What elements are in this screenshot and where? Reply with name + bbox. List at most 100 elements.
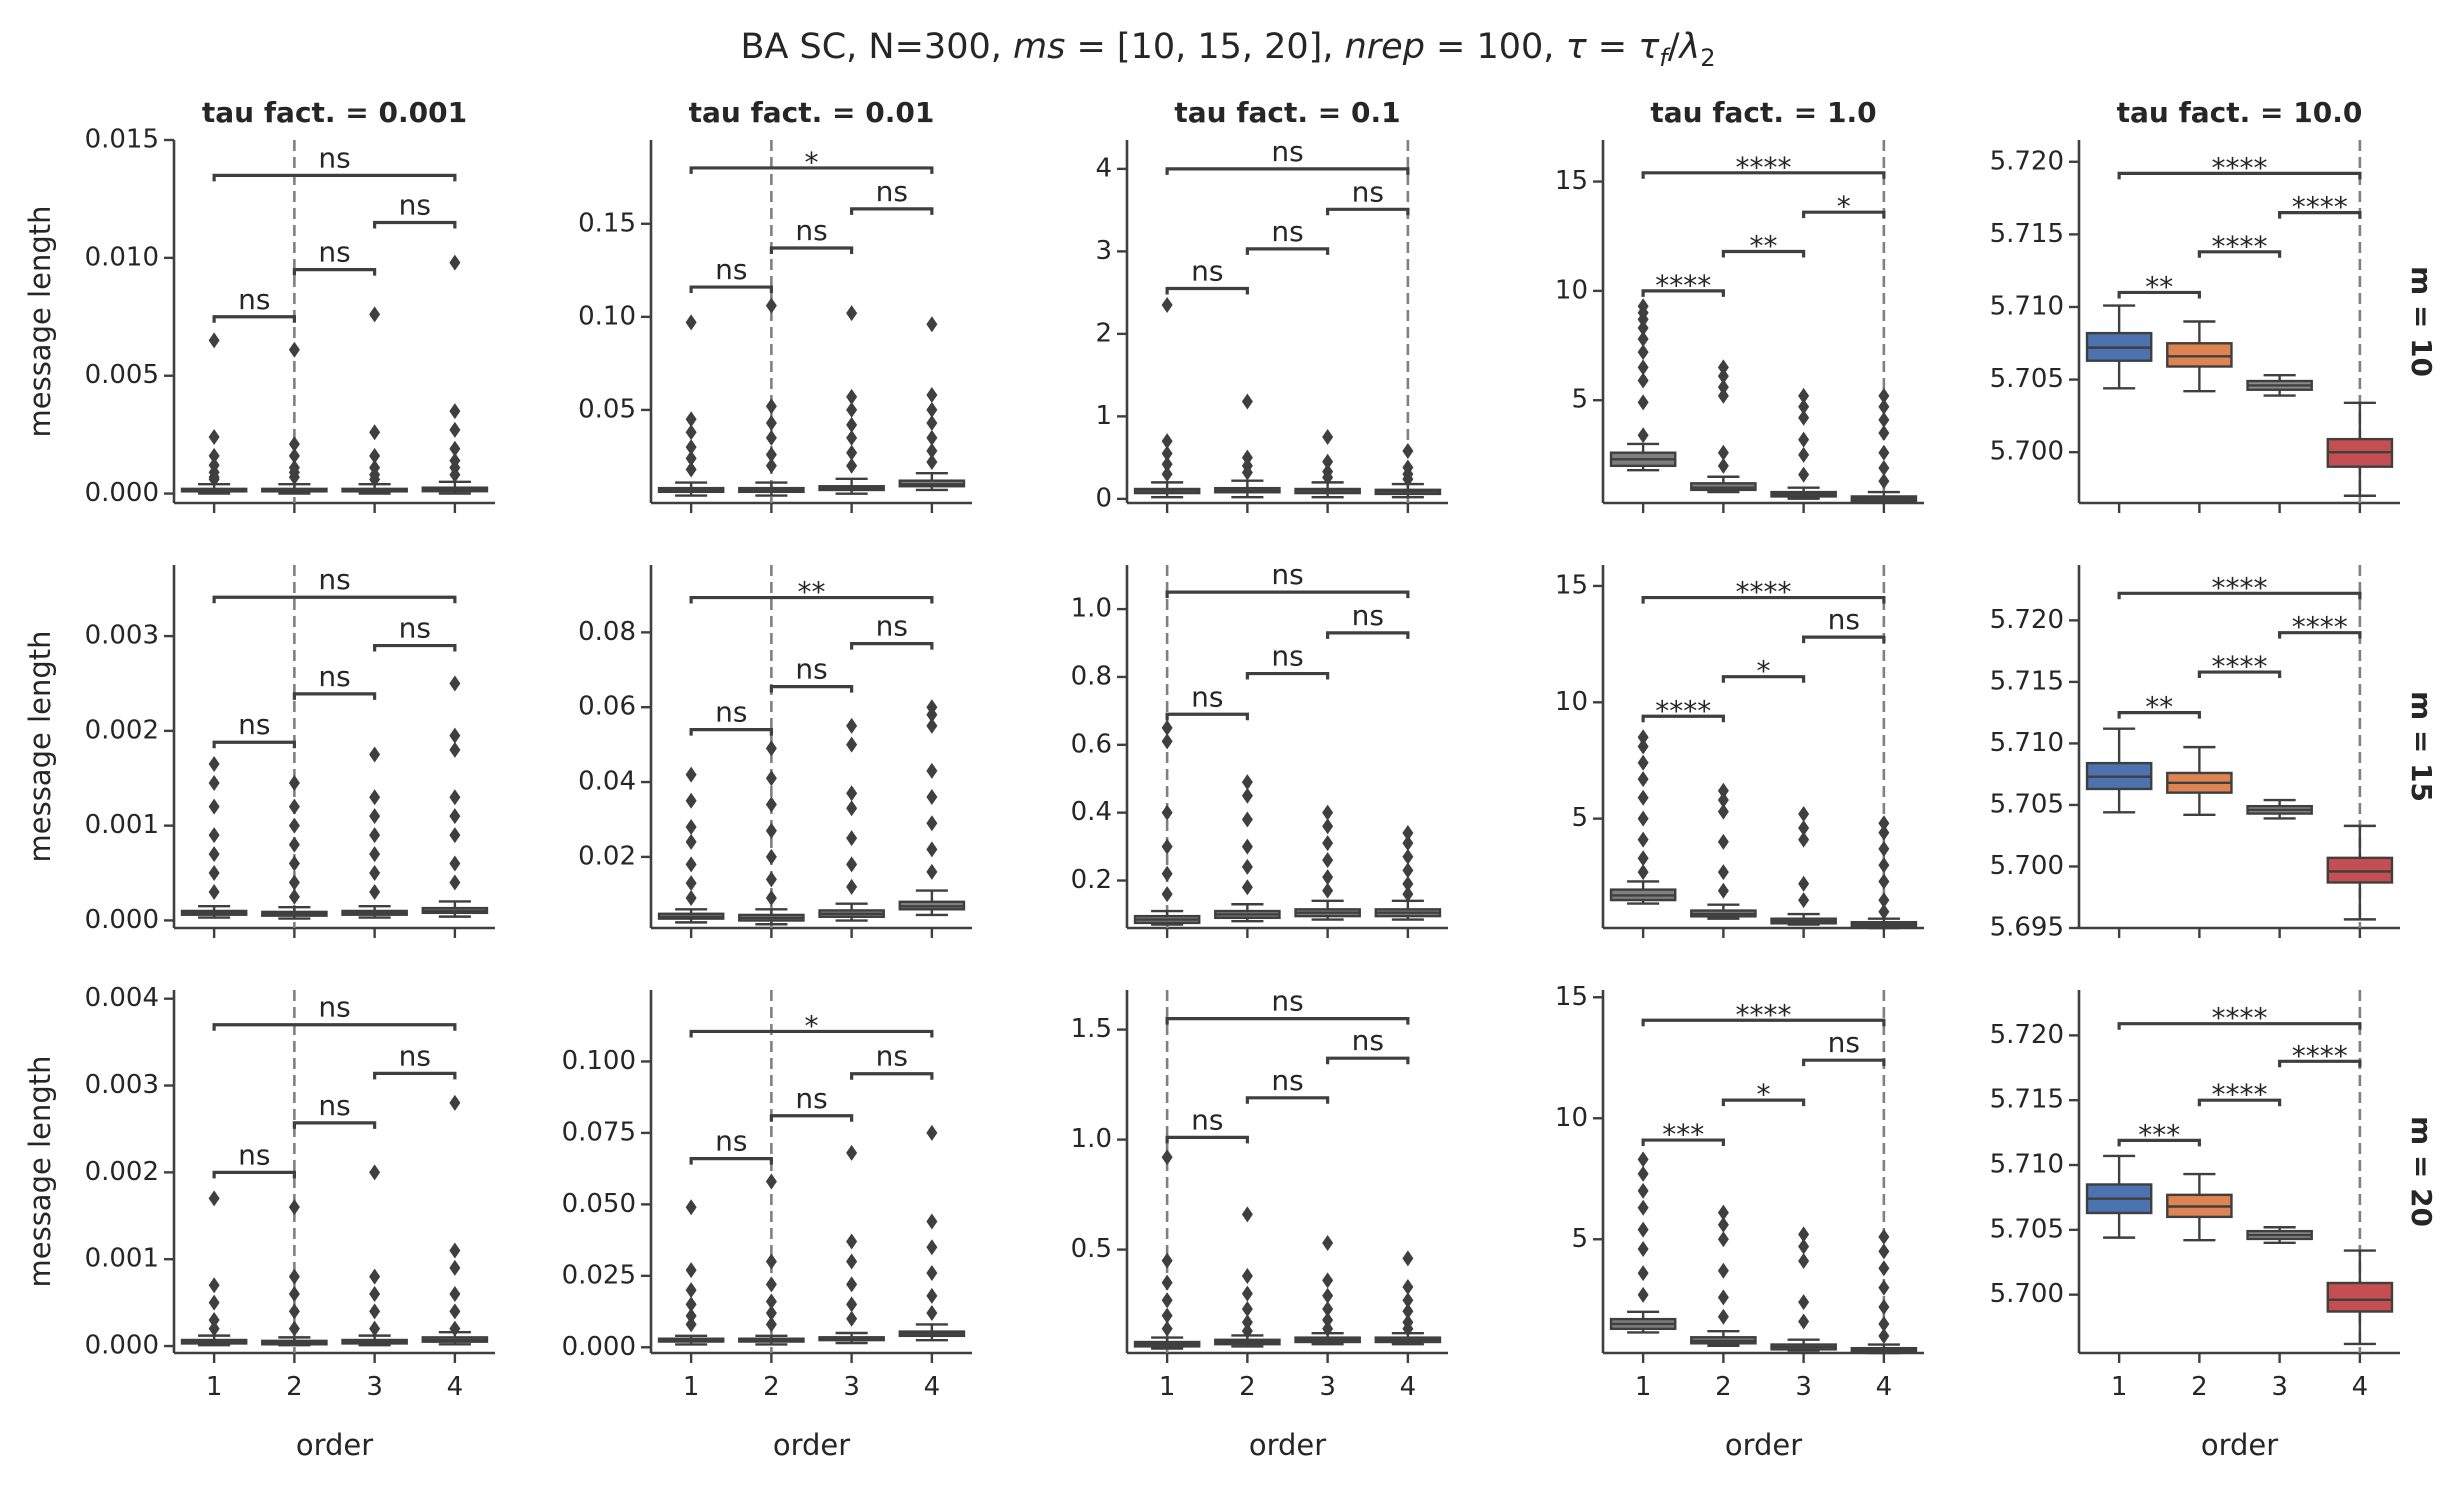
outlier-marker bbox=[846, 1276, 858, 1293]
outlier-marker bbox=[765, 1276, 777, 1293]
significance-label: ns bbox=[1271, 558, 1303, 591]
figure-title: BA SC, N=300, ms = [10, 15, 20], nrep = … bbox=[740, 27, 1715, 72]
y-tick-label: 15 bbox=[1555, 166, 1588, 196]
panel: 0.02 0.04 0.06 0.08 ns ns ns ** bbox=[578, 565, 972, 938]
box-order-1 bbox=[1609, 1151, 1677, 1334]
outlier-marker bbox=[1637, 1221, 1649, 1238]
outlier-marker bbox=[1402, 1303, 1414, 1320]
outlier-marker bbox=[765, 1253, 777, 1270]
bracket-line bbox=[373, 1071, 457, 1080]
outlier-marker bbox=[1798, 892, 1810, 909]
outlier-marker bbox=[685, 856, 697, 873]
significance-bracket: **** bbox=[2117, 151, 2362, 184]
title-part: BA SC, N=300, bbox=[740, 27, 1013, 67]
x-tick-label: 3 bbox=[2271, 1372, 2288, 1402]
box-order-2 bbox=[2166, 745, 2233, 816]
outlier-marker bbox=[1717, 1204, 1729, 1221]
outlier-marker bbox=[1241, 1285, 1253, 1302]
significance-label: **** bbox=[2212, 230, 2268, 263]
significance-bracket: ns bbox=[1326, 1024, 1410, 1065]
outlier-marker bbox=[1402, 1320, 1414, 1337]
y-tick-label: 1.0 bbox=[1071, 594, 1112, 624]
y-tick-label: 5.705 bbox=[1990, 789, 2064, 819]
bracket-line bbox=[1721, 675, 1806, 683]
significance-label: **** bbox=[1736, 576, 1792, 609]
significance-bracket: ns bbox=[1165, 558, 1410, 599]
outlier-marker bbox=[685, 424, 697, 441]
outlier-marker bbox=[926, 387, 938, 404]
outlier-marker bbox=[1241, 1206, 1253, 1223]
outlier-marker bbox=[1161, 466, 1173, 483]
outlier-marker bbox=[765, 414, 777, 431]
outlier-marker bbox=[846, 856, 858, 873]
outlier-marker bbox=[1402, 1292, 1414, 1309]
outlier-marker bbox=[926, 401, 938, 418]
significance-label: ns bbox=[1828, 1026, 1860, 1059]
outlier-marker bbox=[288, 436, 300, 453]
outlier-marker bbox=[685, 766, 697, 783]
box-order-2 bbox=[738, 297, 805, 497]
y-axis-label: message length bbox=[23, 631, 57, 863]
bracket-line bbox=[1326, 1056, 1410, 1065]
row-label: m = 20 bbox=[2405, 1116, 2438, 1227]
outlier-marker bbox=[1322, 1301, 1334, 1317]
bracket-line bbox=[2117, 171, 2362, 180]
outlier-marker bbox=[208, 774, 220, 791]
outlier-marker bbox=[765, 1173, 777, 1190]
outlier-marker bbox=[1241, 858, 1253, 875]
outlier-marker bbox=[846, 736, 858, 753]
panel: 0.000 0.001 0.002 0.003 0.004 1 2 3 4 ns ns ns ns bbox=[85, 983, 495, 1402]
outlier-marker bbox=[1798, 398, 1810, 415]
column-title: tau fact. = 0.1 bbox=[1174, 96, 1400, 129]
box-iqr bbox=[2326, 1281, 2394, 1313]
bracket-line bbox=[2278, 1059, 2362, 1068]
outlier-marker bbox=[449, 440, 461, 457]
box-order-3 bbox=[341, 306, 408, 495]
x-tick-label: 3 bbox=[843, 1372, 860, 1402]
y-tick-label: 1.0 bbox=[1071, 1124, 1112, 1154]
outlier-marker bbox=[1637, 1240, 1649, 1257]
y-tick-label: 0.001 bbox=[85, 1244, 159, 1274]
significance-bracket: ns bbox=[373, 189, 457, 229]
significance-bracket: ** bbox=[1721, 230, 1806, 263]
bracket-line bbox=[1641, 595, 1886, 604]
outlier-marker bbox=[1322, 1287, 1334, 1304]
significance-bracket: **** bbox=[2278, 611, 2362, 644]
outlier-marker bbox=[1241, 879, 1253, 896]
significance-label: ns bbox=[1191, 680, 1223, 713]
outlier-marker bbox=[369, 1320, 381, 1337]
y-tick-label: 0.02 bbox=[578, 841, 636, 871]
outlier-marker bbox=[1637, 1182, 1649, 1199]
outlier-marker bbox=[1637, 738, 1649, 755]
outlier-marker bbox=[1798, 409, 1810, 426]
y-tick-label: 0.000 bbox=[85, 1331, 159, 1361]
significance-bracket: ns bbox=[1165, 135, 1410, 175]
y-tick-label: 0.6 bbox=[1071, 729, 1112, 759]
x-axis-label: order bbox=[1249, 1428, 1326, 1462]
box-iqr bbox=[2326, 856, 2394, 884]
outlier-marker bbox=[926, 442, 938, 459]
significance-label: ns bbox=[1271, 640, 1303, 673]
y-tick-label: 2 bbox=[1095, 318, 1112, 348]
y-tick-label: 10 bbox=[1555, 275, 1588, 305]
title-part: nrep bbox=[1345, 27, 1425, 67]
significance-bracket: ns bbox=[1165, 985, 1410, 1025]
significance-label: ** bbox=[2145, 691, 2173, 724]
box-order-3 bbox=[1294, 804, 1361, 921]
outlier-marker bbox=[208, 447, 220, 464]
outlier-marker bbox=[1161, 456, 1173, 473]
y-tick-label: 0.000 bbox=[85, 478, 159, 508]
x-tick-label: 1 bbox=[683, 1372, 700, 1402]
bracket-line bbox=[1802, 635, 1886, 644]
outlier-marker bbox=[846, 401, 858, 418]
outlier-marker bbox=[1161, 733, 1173, 750]
outlier-marker bbox=[1637, 831, 1649, 848]
bracket-line bbox=[1641, 1018, 1886, 1027]
bracket-line bbox=[1165, 167, 1410, 175]
box-order-2 bbox=[261, 341, 328, 495]
title-part: = [10, 15, 20], bbox=[1065, 27, 1344, 67]
box-order-1 bbox=[1133, 297, 1201, 499]
outlier-marker bbox=[926, 815, 938, 832]
panel: 0.05 0.10 0.15 ns ns ns * bbox=[578, 140, 972, 513]
outlier-marker bbox=[1637, 754, 1649, 771]
